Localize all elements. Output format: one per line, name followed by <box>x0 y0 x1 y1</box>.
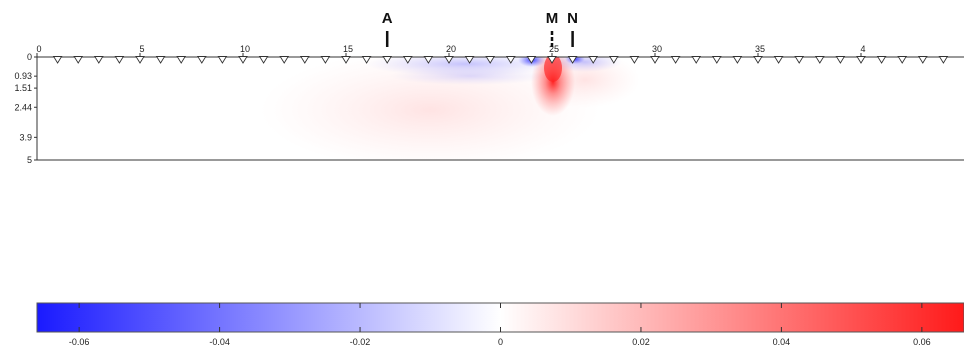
electrode-triangle-icon <box>382 56 393 64</box>
negative-band-arc <box>390 67 550 85</box>
x-tick-label: 10 <box>240 44 250 54</box>
electrode-triangle-icon <box>361 56 372 64</box>
electrode-triangle-icon <box>732 56 743 64</box>
electrode-triangle-icon <box>691 56 702 64</box>
x-axis: 0 5 10 15 20 25 30 35 4 <box>36 44 866 57</box>
colorbar-axis: -0.06 -0.04 -0.02 0 0.02 0.04 0.06 <box>69 303 931 347</box>
electrode-triangle-icon <box>794 56 805 64</box>
colorbar-tick-label: 0.04 <box>773 337 791 347</box>
depth-tick-label: 0 <box>27 52 32 62</box>
electrode-triangle-icon <box>402 56 413 64</box>
electrode-row <box>52 56 949 64</box>
marker-n-label: N <box>567 10 578 27</box>
x-tick-label: 4 <box>860 44 865 54</box>
electrode-triangle-icon <box>547 56 557 64</box>
electrode-triangle-icon <box>897 56 908 64</box>
electrode-triangle-icon <box>856 56 866 64</box>
x-tick-label: 5 <box>139 44 144 54</box>
electrode-triangle-icon <box>341 56 351 64</box>
electrode-triangle-icon <box>588 56 599 64</box>
colorbar-tick-label: -0.04 <box>209 337 230 347</box>
depth-tick-label: 3.9 <box>19 132 32 142</box>
depth-tick-label: 0.93 <box>14 71 32 81</box>
sensitivity-heatmap <box>260 57 640 160</box>
electrode-triangle-icon <box>650 56 660 64</box>
x-tick-label: 25 <box>549 44 559 54</box>
electrode-triangle-icon <box>238 56 248 64</box>
electrode-triangle-icon <box>320 56 331 64</box>
electrode-triangle-icon <box>279 56 290 64</box>
electrode-triangle-icon <box>135 56 145 64</box>
electrode-triangle-icon <box>753 56 763 64</box>
positive-core-inner <box>544 57 562 82</box>
electrode-triangle-icon <box>217 56 228 64</box>
positive-core <box>531 57 575 116</box>
x-tick-label: 30 <box>652 44 662 54</box>
electrode-triangle-icon <box>155 56 166 64</box>
electrode-triangle-icon <box>196 56 207 64</box>
marker-a-label: A <box>382 10 393 27</box>
electrode-triangle-icon <box>299 56 310 64</box>
electrode-triangle-icon <box>258 56 269 64</box>
electrode-triangle-icon <box>567 56 578 64</box>
depth-tick-label: 1.51 <box>14 83 32 93</box>
electrode-triangle-icon <box>670 56 681 64</box>
electrode-triangle-icon <box>93 56 104 64</box>
colorbar: -0.06 -0.04 -0.02 0 0.02 0.04 0.06 <box>36 302 964 347</box>
electrode-triangle-icon <box>938 56 949 64</box>
colorbar-tick-label: 0 <box>498 337 503 347</box>
plot-frame <box>36 56 964 161</box>
electrode-triangle-icon <box>464 56 475 64</box>
electrode-triangle-icon <box>835 56 846 64</box>
x-tick-label: 15 <box>343 44 353 54</box>
x-tick-label: 0 <box>36 44 41 54</box>
electrode-triangle-icon <box>485 56 496 64</box>
electrode-triangle-icon <box>73 56 84 64</box>
marker-m-label: M <box>546 10 559 27</box>
electrode-triangle-icon <box>773 56 784 64</box>
electrode-triangle-icon <box>876 56 887 64</box>
electrode-triangle-icon <box>629 56 640 64</box>
colorbar-tick-label: 0.02 <box>632 337 650 347</box>
electrode-triangle-icon <box>711 56 722 64</box>
colorbar-tick-label: -0.06 <box>69 337 90 347</box>
x-tick-label: 35 <box>755 44 765 54</box>
electrode-triangle-icon <box>114 56 125 64</box>
electrode-triangle-icon <box>423 56 434 64</box>
depth-tick-label: 2.44 <box>14 102 32 112</box>
electrode-triangle-icon <box>52 56 63 64</box>
colorbar-tick-label: 0.06 <box>913 337 931 347</box>
electrode-triangle-icon <box>444 56 454 64</box>
electrode-triangle-icon <box>917 56 928 64</box>
electrode-triangle-icon <box>608 56 619 64</box>
depth-tick-label: 5 <box>27 155 32 165</box>
colorbar-tick-label: -0.02 <box>350 337 371 347</box>
depth-axis: 0 0.93 1.51 2.44 3.9 5 <box>14 52 37 165</box>
electrode-triangle-icon <box>505 56 516 64</box>
x-tick-label: 20 <box>446 44 456 54</box>
electrode-triangle-icon <box>176 56 187 64</box>
electrode-triangle-icon <box>814 56 825 64</box>
electrode-triangle-icon <box>526 56 537 64</box>
